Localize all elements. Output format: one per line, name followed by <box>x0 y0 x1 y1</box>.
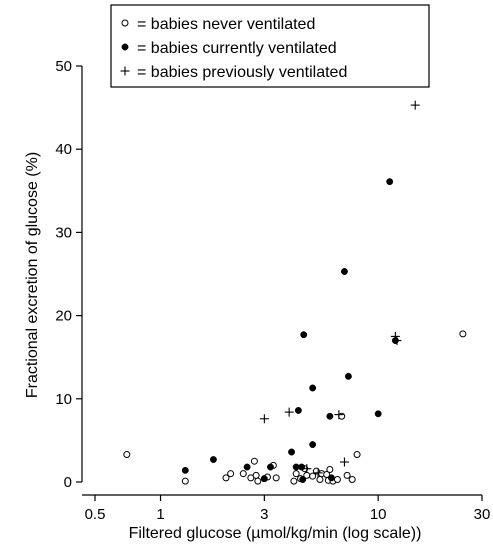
y-ticks: 0 10 20 30 40 50 <box>55 58 82 491</box>
legend: = babies never ventilated = babies curren… <box>110 4 430 88</box>
plus-point-5 <box>339 457 349 467</box>
legend-open-circle-marker-0 <box>121 19 129 27</box>
open-circle-point-14 <box>292 470 300 478</box>
open-circle-point-13 <box>290 477 298 485</box>
y-tick-label: 20 <box>55 308 72 325</box>
open-circle-point-6 <box>250 457 258 465</box>
filled-circle-point-0 <box>181 466 189 474</box>
open-circle-point-7 <box>252 471 260 479</box>
x-axis-label: Filtered glucose (µmol/kg/min (log scale… <box>129 525 422 542</box>
plus-point-2 <box>302 464 312 474</box>
open-circle-point-3 <box>227 470 235 478</box>
x-tick-label: 10 <box>370 506 387 523</box>
open-circle-point-26 <box>333 476 341 484</box>
plus-point-7 <box>392 336 402 346</box>
legend-entry-label: = babies previously ventilated <box>137 64 347 81</box>
open-circle-point-4 <box>239 470 247 478</box>
plus-point-4 <box>334 410 344 420</box>
open-circle-point-12 <box>272 474 280 482</box>
filled-circle-point-17 <box>374 410 382 418</box>
y-tick-label: 50 <box>55 58 72 75</box>
data-points <box>123 100 467 485</box>
x-tick-label: 1 <box>156 506 164 523</box>
x-tick-label: 0.5 <box>85 506 106 523</box>
y-tick-label: 0 <box>64 474 72 491</box>
filled-circle-point-12 <box>309 384 317 392</box>
filled-circle-point-7 <box>294 406 302 414</box>
x-tick-label: 30 <box>474 506 491 523</box>
axes <box>81 66 482 496</box>
filled-circle-point-5 <box>288 448 296 456</box>
plus-point-0 <box>259 414 269 424</box>
filled-circle-point-14 <box>327 474 335 482</box>
open-circle-point-0 <box>123 451 131 459</box>
open-circle-point-20 <box>316 476 324 484</box>
open-circle-point-2 <box>222 474 230 482</box>
plus-point-1 <box>284 407 294 417</box>
legend-filled-circle-marker-1 <box>121 43 129 51</box>
filled-circle-point-11 <box>309 441 317 449</box>
legend-box <box>110 4 430 88</box>
filled-circle-point-9 <box>299 476 307 483</box>
y-tick-label: 10 <box>55 391 72 408</box>
y-tick-label: 30 <box>55 224 72 241</box>
filled-circle-point-13 <box>326 412 334 420</box>
filled-circle-point-16 <box>344 372 352 380</box>
filled-circle-point-15 <box>340 268 348 275</box>
open-circle-point-24 <box>326 466 334 474</box>
open-circle-point-29 <box>348 476 356 484</box>
plus-point-8 <box>410 100 420 110</box>
open-circle-point-28 <box>343 471 351 479</box>
plus-point-3 <box>313 468 323 478</box>
y-axis-label: Fractional excretion of glucose (%) <box>24 152 41 398</box>
filled-circle-point-2 <box>243 463 251 471</box>
filled-circle-point-4 <box>267 463 274 471</box>
open-circle-point-31 <box>459 330 467 338</box>
legend-plus-marker-2 <box>120 66 130 76</box>
filled-circle-point-10 <box>300 331 308 339</box>
plus-point-6 <box>390 331 400 341</box>
x-ticks: 0.5 1 3 10 30 <box>85 495 491 523</box>
open-circle-point-8 <box>254 477 262 485</box>
open-circle-point-1 <box>181 477 189 485</box>
legend-entry-label: = babies never ventilated <box>137 16 315 33</box>
filled-circle-point-18 <box>386 178 394 186</box>
open-circle-point-18 <box>309 472 317 480</box>
x-tick-label: 3 <box>260 506 268 523</box>
filled-circle-point-3 <box>260 475 268 483</box>
legend-entry-label: = babies currently ventilated <box>137 40 337 57</box>
filled-circle-point-8 <box>298 463 306 471</box>
y-tick-label: 40 <box>55 141 72 158</box>
filled-circle-point-1 <box>209 456 217 463</box>
open-circle-point-30 <box>353 451 361 459</box>
legend-items: = babies never ventilated = babies curren… <box>120 16 347 81</box>
